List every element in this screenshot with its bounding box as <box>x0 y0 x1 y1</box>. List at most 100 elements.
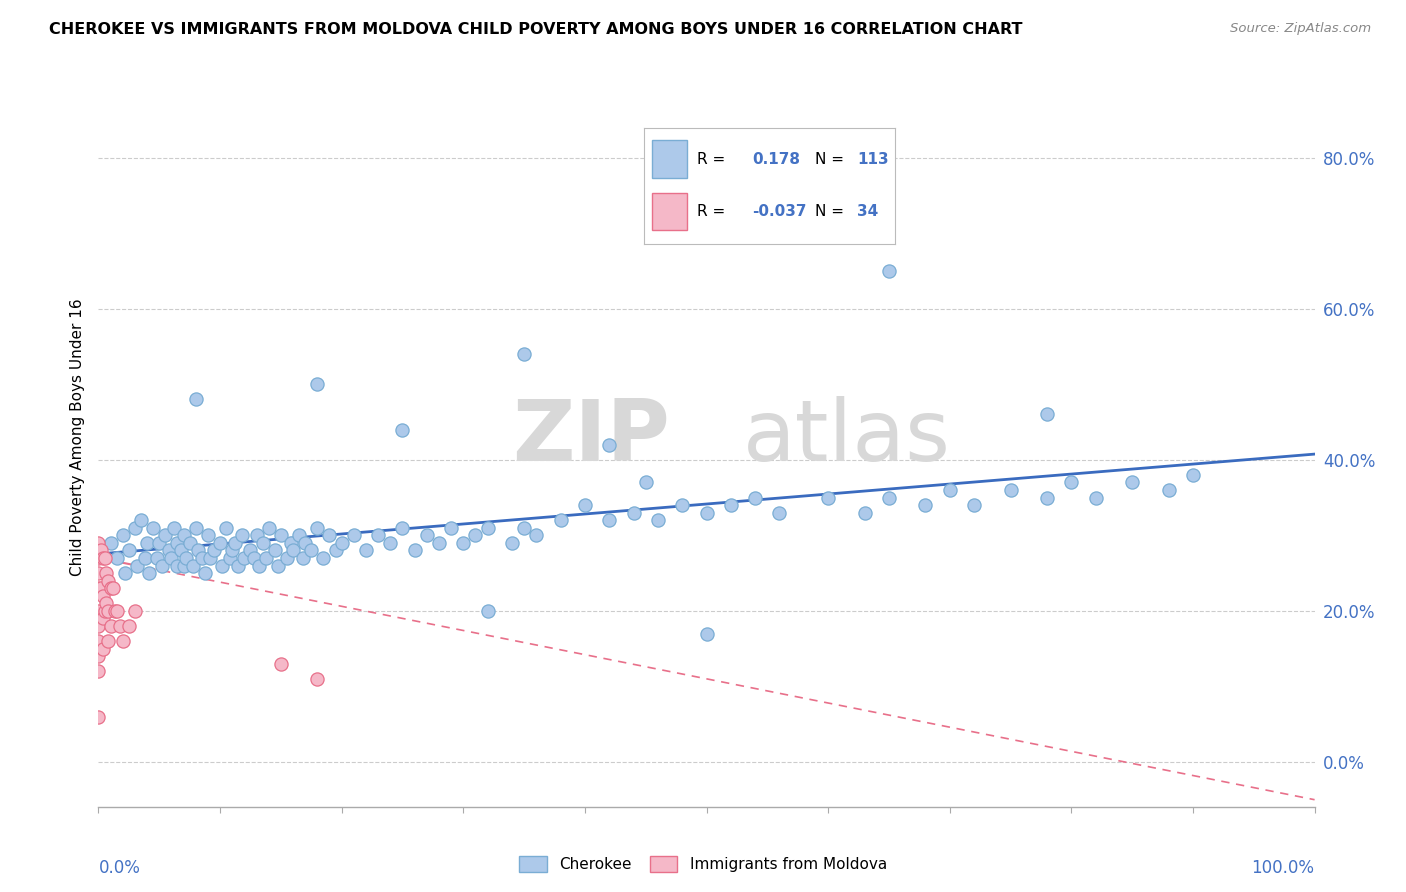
Point <box>1157 483 1180 497</box>
Point <box>218 551 240 566</box>
Point <box>174 551 197 566</box>
Point <box>146 551 169 566</box>
Point <box>288 528 311 542</box>
Point <box>330 536 353 550</box>
Point <box>623 506 645 520</box>
Point <box>191 551 214 566</box>
Point <box>524 528 547 542</box>
Point <box>224 536 246 550</box>
Point <box>104 604 127 618</box>
Point <box>101 581 124 595</box>
Point <box>100 581 122 595</box>
Point <box>211 558 233 573</box>
Point <box>129 513 152 527</box>
Point <box>150 558 173 573</box>
Point <box>380 536 402 550</box>
Point <box>634 475 657 490</box>
Point <box>87 619 110 633</box>
Point <box>197 528 219 542</box>
Point <box>427 536 450 550</box>
Point <box>391 521 413 535</box>
Point <box>202 543 225 558</box>
Point <box>87 536 110 550</box>
Point <box>142 521 165 535</box>
Point <box>501 536 523 550</box>
Point <box>598 513 620 527</box>
FancyBboxPatch shape <box>652 140 688 178</box>
Text: CHEROKEE VS IMMIGRANTS FROM MOLDOVA CHILD POVERTY AMONG BOYS UNDER 16 CORRELATIO: CHEROKEE VS IMMIGRANTS FROM MOLDOVA CHIL… <box>49 22 1022 37</box>
Point <box>254 551 277 566</box>
Legend: Cherokee, Immigrants from Moldova: Cherokee, Immigrants from Moldova <box>512 848 894 880</box>
Point <box>91 611 114 625</box>
Point <box>280 536 302 550</box>
Point <box>477 604 499 618</box>
Point <box>124 521 146 535</box>
Text: 0.178: 0.178 <box>752 152 800 167</box>
Point <box>696 506 718 520</box>
Point <box>270 528 292 542</box>
Point <box>720 498 742 512</box>
Point <box>97 604 120 618</box>
Point <box>124 604 146 618</box>
Point <box>877 491 900 505</box>
Point <box>184 521 207 535</box>
Point <box>181 558 204 573</box>
Point <box>157 543 180 558</box>
Point <box>325 543 347 558</box>
Point <box>90 581 112 595</box>
Text: atlas: atlas <box>742 395 950 479</box>
Point <box>307 377 329 392</box>
Point <box>768 506 790 520</box>
Point <box>270 657 292 671</box>
Point <box>179 536 201 550</box>
Point <box>90 543 112 558</box>
Point <box>671 498 693 512</box>
Point <box>173 558 195 573</box>
Text: R =: R = <box>697 204 725 219</box>
Point <box>1084 491 1107 505</box>
Point <box>209 536 232 550</box>
Point <box>247 558 270 573</box>
Point <box>87 665 110 679</box>
Point <box>391 423 413 437</box>
Point <box>354 543 377 558</box>
Point <box>105 604 128 618</box>
Point <box>307 521 329 535</box>
Point <box>114 566 136 580</box>
Point <box>294 536 316 550</box>
Point <box>110 619 132 633</box>
Point <box>513 521 536 535</box>
Point <box>148 536 170 550</box>
Point <box>166 558 188 573</box>
Text: ZIP: ZIP <box>512 395 671 479</box>
Point <box>853 506 876 520</box>
Text: Source: ZipAtlas.com: Source: ZipAtlas.com <box>1230 22 1371 36</box>
Point <box>598 437 620 451</box>
Point <box>367 528 389 542</box>
Text: N =: N = <box>814 204 844 219</box>
Point <box>166 536 188 550</box>
Text: R =: R = <box>697 152 725 167</box>
Point <box>97 634 120 648</box>
Point <box>118 543 141 558</box>
Point <box>87 649 110 664</box>
Point <box>94 566 117 580</box>
Point <box>1121 475 1143 490</box>
Text: 100.0%: 100.0% <box>1251 859 1315 877</box>
Point <box>281 543 304 558</box>
Point <box>187 543 209 558</box>
Point <box>163 521 186 535</box>
Text: 113: 113 <box>858 152 889 167</box>
Point <box>312 551 335 566</box>
Point <box>231 528 253 542</box>
Point <box>93 604 115 618</box>
Point <box>134 551 156 566</box>
Point <box>91 641 114 656</box>
Point <box>233 551 256 566</box>
Point <box>416 528 439 542</box>
Point <box>87 581 110 595</box>
Text: N =: N = <box>814 152 844 167</box>
Point <box>817 491 839 505</box>
Point <box>226 558 249 573</box>
Point <box>138 566 160 580</box>
